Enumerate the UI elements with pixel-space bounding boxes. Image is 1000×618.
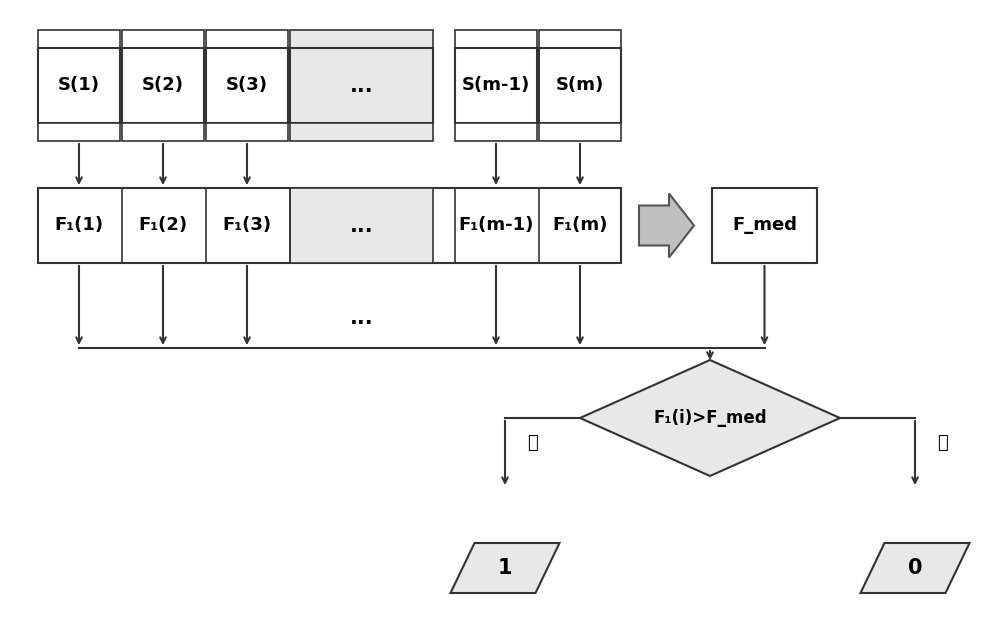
Text: F₁(i)>F_med: F₁(i)>F_med	[653, 409, 767, 427]
Text: 是: 是	[528, 434, 538, 452]
Text: S(1): S(1)	[58, 77, 100, 95]
Text: F₁(3): F₁(3)	[222, 216, 272, 234]
Polygon shape	[450, 543, 560, 593]
FancyBboxPatch shape	[290, 123, 433, 141]
FancyBboxPatch shape	[290, 188, 433, 263]
Text: 否: 否	[938, 434, 948, 452]
FancyBboxPatch shape	[290, 30, 433, 48]
Text: F₁(m-1): F₁(m-1)	[458, 216, 534, 234]
FancyBboxPatch shape	[539, 123, 621, 141]
Text: S(m-1): S(m-1)	[462, 77, 530, 95]
FancyBboxPatch shape	[122, 48, 204, 123]
Text: S(2): S(2)	[142, 77, 184, 95]
Text: F₁(m): F₁(m)	[552, 216, 608, 234]
FancyBboxPatch shape	[122, 123, 204, 141]
FancyBboxPatch shape	[38, 123, 120, 141]
FancyBboxPatch shape	[455, 48, 537, 123]
Text: ...: ...	[350, 308, 373, 328]
Text: F₁(2): F₁(2)	[138, 216, 188, 234]
FancyBboxPatch shape	[290, 48, 433, 123]
Text: S(3): S(3)	[226, 77, 268, 95]
Text: ...: ...	[350, 75, 373, 96]
Text: ...: ...	[350, 216, 373, 235]
FancyBboxPatch shape	[455, 123, 537, 141]
Text: S(m): S(m)	[556, 77, 604, 95]
FancyBboxPatch shape	[38, 30, 120, 48]
FancyBboxPatch shape	[539, 48, 621, 123]
Polygon shape	[639, 193, 694, 258]
FancyBboxPatch shape	[455, 30, 537, 48]
FancyBboxPatch shape	[539, 30, 621, 48]
Text: 1: 1	[498, 558, 512, 578]
Text: F_med: F_med	[732, 216, 797, 234]
FancyBboxPatch shape	[122, 30, 204, 48]
Polygon shape	[860, 543, 970, 593]
FancyBboxPatch shape	[206, 123, 288, 141]
Text: 0: 0	[908, 558, 922, 578]
FancyBboxPatch shape	[206, 48, 288, 123]
FancyBboxPatch shape	[206, 30, 288, 48]
FancyBboxPatch shape	[38, 188, 621, 263]
Text: F₁(1): F₁(1)	[54, 216, 104, 234]
FancyBboxPatch shape	[712, 188, 817, 263]
Polygon shape	[580, 360, 840, 476]
FancyBboxPatch shape	[38, 48, 120, 123]
